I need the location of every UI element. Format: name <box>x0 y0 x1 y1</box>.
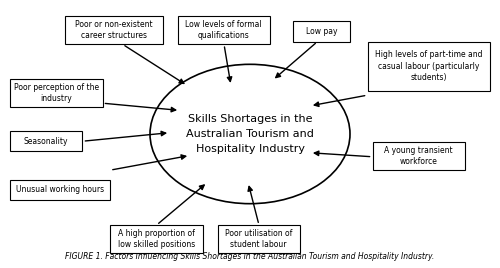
FancyBboxPatch shape <box>10 131 83 151</box>
Text: Poor perception of the
industry: Poor perception of the industry <box>14 83 99 103</box>
FancyBboxPatch shape <box>218 225 300 253</box>
Text: Low pay: Low pay <box>306 27 337 36</box>
FancyBboxPatch shape <box>110 225 202 253</box>
Ellipse shape <box>150 64 350 204</box>
Text: High levels of part-time and
casual labour (particularly
students): High levels of part-time and casual labo… <box>375 50 482 82</box>
Text: Poor or non-existent
career structures: Poor or non-existent career structures <box>75 20 152 40</box>
Text: Poor utilisation of
student labour: Poor utilisation of student labour <box>225 229 292 250</box>
FancyBboxPatch shape <box>178 16 270 44</box>
Text: Unusual working hours: Unusual working hours <box>16 185 104 194</box>
Text: Seasonality: Seasonality <box>24 137 68 146</box>
FancyBboxPatch shape <box>368 42 490 91</box>
FancyBboxPatch shape <box>10 180 110 200</box>
FancyBboxPatch shape <box>292 21 350 42</box>
Text: FIGURE 1. Factors Influencing Skills Shortages in the Australian Tourism and Hos: FIGURE 1. Factors Influencing Skills Sho… <box>66 252 434 261</box>
FancyBboxPatch shape <box>10 79 102 107</box>
Text: A high proportion of
low skilled positions: A high proportion of low skilled positio… <box>118 229 195 250</box>
Text: A young transient
workforce: A young transient workforce <box>384 146 453 166</box>
Text: Low levels of formal
qualifications: Low levels of formal qualifications <box>186 20 262 40</box>
FancyBboxPatch shape <box>65 16 162 44</box>
Text: Skills Shortages in the
Australian Tourism and
Hospitality Industry: Skills Shortages in the Australian Touri… <box>186 114 314 154</box>
FancyBboxPatch shape <box>372 142 465 170</box>
